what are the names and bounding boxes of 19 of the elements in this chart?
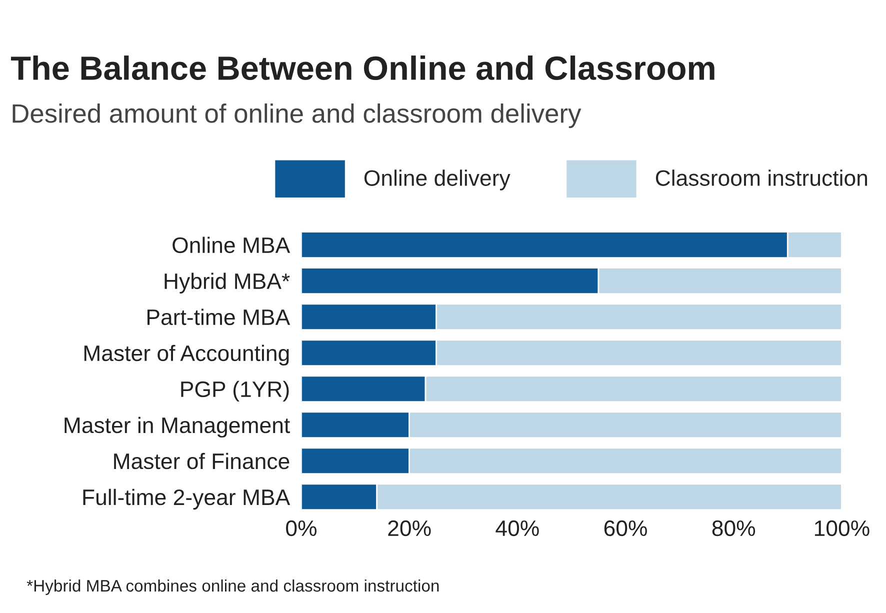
x-tick-label: 20% <box>388 520 431 536</box>
text: *Hybrid MBA combines online and classroom instruction <box>26 579 439 596</box>
y-tick-label: PGP (1YR) <box>181 380 289 402</box>
x-tick-label: 100% <box>814 520 870 536</box>
chart-subtitle: Desired amount of online and classroom delivery <box>12 103 582 128</box>
x-tick-label: 80% <box>712 520 756 536</box>
legend-label: Online delivery <box>364 170 510 190</box>
y-tick-label: Master of Accounting <box>84 344 289 366</box>
chart-title: The Balance Between Online and Classroom <box>11 56 714 80</box>
y-tick-label: Master in Management <box>64 416 290 438</box>
y-tick-label: Part-time MBA <box>147 308 290 326</box>
x-tick-label: 60% <box>604 520 647 536</box>
y-tick-label: Online MBA <box>172 236 290 254</box>
y-tick-label: Hybrid MBA* <box>164 272 290 294</box>
legend-label: Classroom instruction <box>656 170 868 186</box>
x-tick-label: 40% <box>496 520 539 536</box>
y-tick-label: Master of Finance <box>114 452 290 470</box>
y-tick-label: Full-time 2-year MBA <box>83 488 290 510</box>
x-tick-label: 0% <box>286 520 317 536</box>
